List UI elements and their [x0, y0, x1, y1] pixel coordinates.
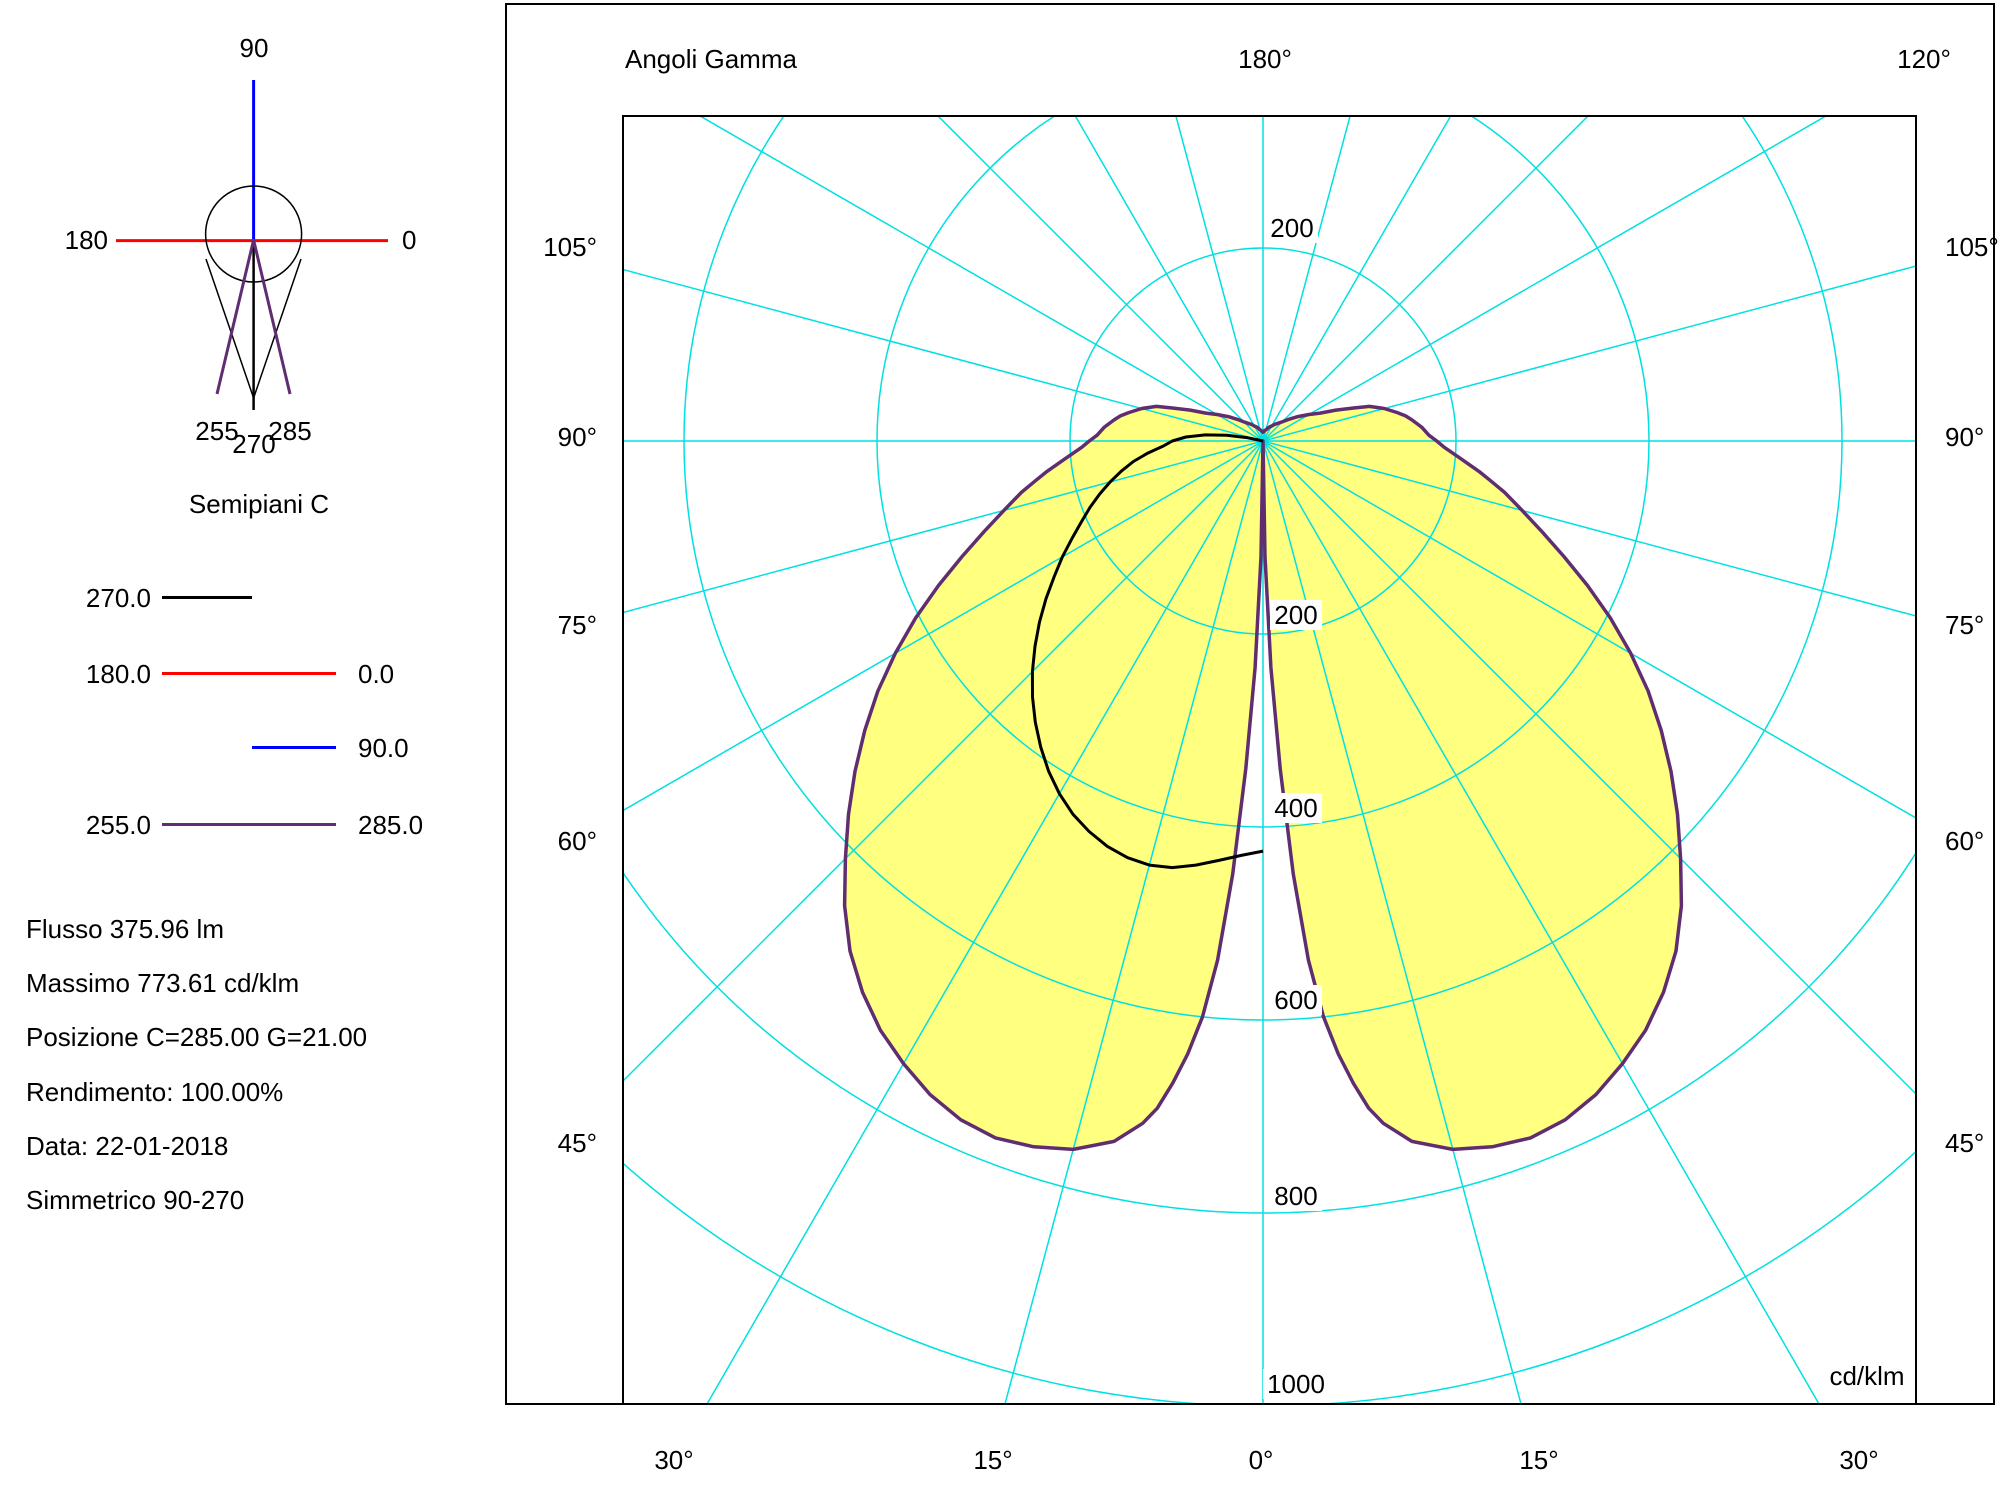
lamp-label-0: 0	[402, 225, 417, 255]
info-data: Data: 22-01-2018	[26, 1131, 229, 1161]
gamma-label-30-bottom-left: 30°	[654, 1445, 694, 1475]
unit-label: cd/klm	[1825, 1361, 1909, 1391]
legend-label-180: 180.0	[85, 659, 151, 689]
radial-tick-800: 800	[1270, 1181, 1322, 1211]
legend-swatch-90	[252, 746, 336, 749]
legend-swatch-270	[162, 596, 252, 599]
legend-swatch-180-0	[162, 672, 336, 675]
legend-label-90: 90.0	[358, 733, 409, 763]
gamma-label-105-right: 105°	[1945, 232, 1999, 262]
gamma-label-75-left: 75°	[557, 610, 597, 640]
legend-label-0: 0.0	[358, 659, 395, 689]
radial-tick-600: 600	[1270, 985, 1322, 1015]
gamma-label-120-top: 120°	[1897, 44, 1951, 74]
gamma-label-45-left: 45°	[557, 1128, 597, 1158]
radial-tick-200-top: 200	[1266, 213, 1318, 243]
radial-tick-200: 200	[1270, 600, 1322, 630]
gamma-label-105-left: 105°	[543, 232, 597, 262]
lamp-diagram	[116, 80, 388, 410]
lamp-label-285: 285	[268, 416, 312, 446]
gamma-label-0-bottom: 0°	[1248, 1445, 1274, 1475]
gamma-label-15-bottom-right: 15°	[1519, 1445, 1559, 1475]
lamp-label-270: 270	[232, 429, 276, 459]
semiplane-title: Semipiani C	[188, 489, 330, 519]
gamma-label-90-right: 90°	[1945, 422, 1985, 452]
polar-chart-box: Angoli Gamma 180° 120° 105° 90° 75° 60° …	[505, 3, 1999, 1405]
radial-tick-1000: 1000	[1263, 1369, 1329, 1399]
lamp-axis-285-line	[252, 239, 292, 395]
legend-swatch-255-285	[162, 823, 336, 826]
gamma-label-15-bottom-left: 15°	[973, 1445, 1013, 1475]
radial-tick-400: 400	[1270, 793, 1322, 823]
lamp-axis-255-line	[215, 239, 256, 395]
gamma-label-60-right: 60°	[1945, 826, 1985, 856]
chart-title: Angoli Gamma	[625, 44, 797, 74]
gamma-label-45-right: 45°	[1945, 1128, 1985, 1158]
info-posizione: Posizione C=285.00 G=21.00	[26, 1022, 368, 1052]
gamma-label-75-right: 75°	[1945, 610, 1985, 640]
lamp-label-180: 180	[64, 225, 108, 255]
gamma-label-30-bottom-right: 30°	[1839, 1445, 1879, 1475]
info-rendimento: Rendimento: 100.00%	[26, 1077, 284, 1107]
polar-chart	[622, 115, 1917, 1403]
gamma-label-180-top: 180°	[1238, 44, 1292, 74]
info-simmetrico: Simmetrico 90-270	[26, 1185, 245, 1215]
legend-label-285: 285.0	[358, 810, 424, 840]
legend-label-255: 255.0	[85, 810, 151, 840]
lamp-label-90: 90	[239, 33, 269, 63]
info-flusso: Flusso 375.96 lm	[26, 914, 224, 944]
lamp-label-255: 255	[195, 416, 239, 446]
info-massimo: Massimo 773.61 cd/klm	[26, 968, 300, 998]
gamma-label-90-left: 90°	[557, 422, 597, 452]
gamma-label-60-left: 60°	[557, 826, 597, 856]
legend-label-270: 270.0	[85, 583, 151, 613]
